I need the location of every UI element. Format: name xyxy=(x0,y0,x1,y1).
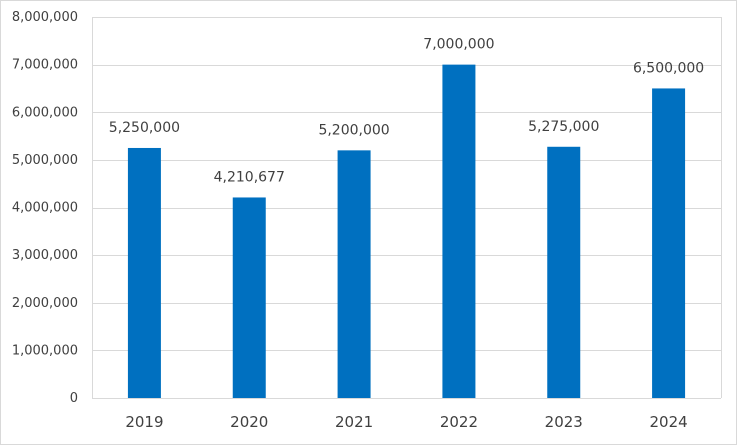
bar-2023 xyxy=(547,146,581,398)
y-tick-label: 5,000,000 xyxy=(12,153,78,168)
bar-2019 xyxy=(127,147,161,398)
data-label-2019: 5,250,000 xyxy=(109,120,180,136)
bars xyxy=(127,64,686,398)
data-label-2023: 5,275,000 xyxy=(528,119,599,135)
x-tick-label-2024: 2024 xyxy=(649,413,687,431)
data-label-2021: 5,200,000 xyxy=(318,122,389,138)
y-tick-label: 3,000,000 xyxy=(12,248,78,263)
data-label-2022: 7,000,000 xyxy=(423,37,494,53)
y-tick-label: 8,000,000 xyxy=(12,10,78,25)
x-axis-tick-labels: 2019 2020 2021 2022 2023 2024 xyxy=(125,413,687,431)
x-tick-label-2022: 2022 xyxy=(440,413,478,431)
x-tick-label-2019: 2019 xyxy=(125,413,163,431)
x-tick-label-2023: 2023 xyxy=(545,413,583,431)
x-tick-label-2021: 2021 xyxy=(335,413,373,431)
bar-2020 xyxy=(232,197,266,398)
data-labels: 5,250,000 4,210,677 5,200,000 7,000,000 5,27… xyxy=(109,37,704,186)
bar-2021 xyxy=(337,150,371,398)
y-tick-label: 0 xyxy=(70,391,78,406)
data-label-2024: 6,500,000 xyxy=(633,60,704,76)
y-axis-tick-labels: 0 1,000,000 2,000,000 3,000,000 4,000,000 5,0… xyxy=(12,10,78,406)
y-tick-label: 4,000,000 xyxy=(12,201,78,216)
bar-2022 xyxy=(442,64,476,398)
y-tick-label: 1,000,000 xyxy=(12,343,78,358)
x-tick-label-2020: 2020 xyxy=(230,413,268,431)
data-label-2020: 4,210,677 xyxy=(214,169,285,185)
y-tick-label: 7,000,000 xyxy=(12,58,78,73)
y-tick-label: 2,000,000 xyxy=(12,296,78,311)
bar-2024 xyxy=(652,88,686,398)
gridlines xyxy=(92,17,722,399)
y-tick-label: 6,000,000 xyxy=(12,105,78,120)
